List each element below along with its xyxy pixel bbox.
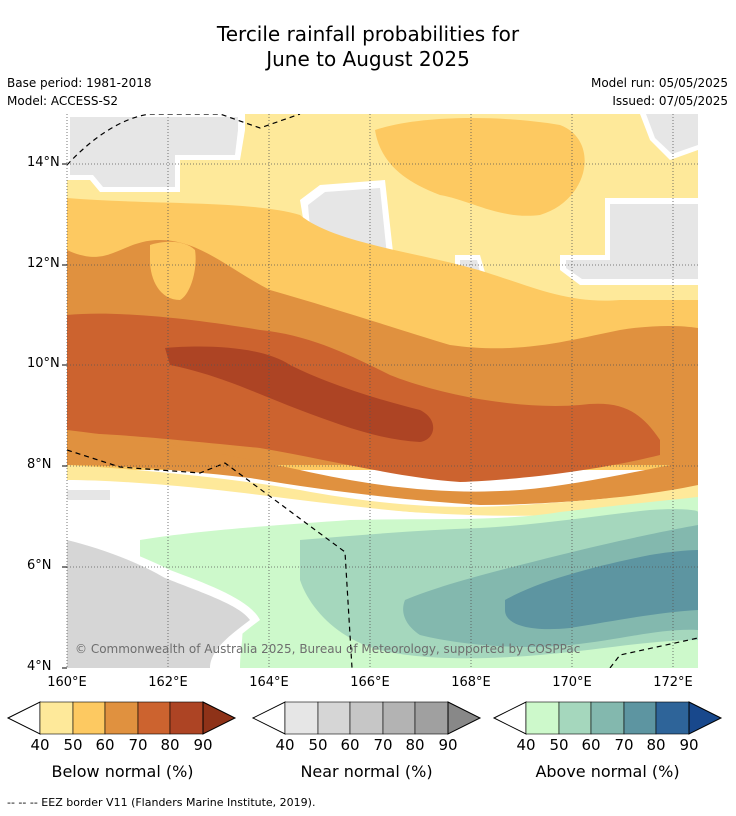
below-tick: 90 xyxy=(193,736,213,754)
near-normal-title: Near normal (%) xyxy=(300,762,433,781)
lon-label: 166°E xyxy=(350,675,390,690)
near-swatch-4 xyxy=(382,701,416,735)
below-swatch-4 xyxy=(137,701,171,735)
copyright-notice: © Commonwealth of Australia 2025, Bureau… xyxy=(75,642,581,656)
lat-label: 14°N xyxy=(27,155,60,170)
model-name: Model: ACCESS-S2 xyxy=(7,94,119,108)
lat-label: 4°N xyxy=(27,659,52,674)
eez-border-north xyxy=(67,114,301,166)
above-normal-title: Above normal (%) xyxy=(535,762,680,781)
lat-label: 10°N xyxy=(27,356,60,371)
gridlines xyxy=(66,114,698,668)
lon-label: 160°E xyxy=(47,675,87,690)
above-swatch-1 xyxy=(525,701,560,735)
near-swatch-5 xyxy=(414,701,449,735)
near-tick: 80 xyxy=(405,736,425,754)
below-60-south xyxy=(67,430,698,505)
near-tick: 60 xyxy=(340,736,360,754)
below-tick: 80 xyxy=(160,736,180,754)
near-tick: 90 xyxy=(438,736,458,754)
near-swatch-3 xyxy=(349,701,384,735)
map-fill xyxy=(67,114,698,668)
below-50-ne xyxy=(375,118,585,216)
above-tick: 70 xyxy=(614,736,634,754)
below-tick: 60 xyxy=(95,736,115,754)
lon-label: 162°E xyxy=(148,675,188,690)
below-swatch-3 xyxy=(104,701,139,735)
above-tick: 40 xyxy=(516,736,536,754)
colorbar-below xyxy=(6,701,237,735)
above-low-triangle xyxy=(492,701,527,735)
meta-right: Model run: 05/05/2025 Issued: 07/05/2025 xyxy=(591,74,728,110)
near-swatch-1 xyxy=(284,701,319,735)
lon-label: 170°E xyxy=(552,675,592,690)
above-high-triangle xyxy=(688,701,723,735)
above-70 xyxy=(505,550,698,630)
lon-label: 172°E xyxy=(653,675,693,690)
above-tick: 50 xyxy=(549,736,569,754)
map-title: Tercile rainfall probabilities for June … xyxy=(0,22,736,72)
title-line-1: Tercile rainfall probabilities for xyxy=(216,22,520,46)
lon-label: 164°E xyxy=(249,675,289,690)
title-line-2: June to August 2025 xyxy=(266,47,470,71)
above-swatch-5 xyxy=(655,701,690,735)
near-normal-sw-small xyxy=(67,490,110,500)
below-40-south xyxy=(67,465,698,520)
lat-label: 6°N xyxy=(27,558,52,573)
near-normal-east-inner xyxy=(566,204,698,279)
colorbar-near xyxy=(251,701,482,735)
below-80-core xyxy=(165,346,434,442)
below-swatch-2 xyxy=(72,701,106,735)
below-50-island xyxy=(150,241,196,300)
lon-label: 168°E xyxy=(451,675,491,690)
above-swatch-2 xyxy=(558,701,592,735)
below-tick: 70 xyxy=(128,736,148,754)
below-swatch-5 xyxy=(169,701,204,735)
near-normal-sw-inner xyxy=(67,540,250,668)
model-run: Model run: 05/05/2025 xyxy=(590,76,728,90)
meta-left: Base period: 1981-2018 Model: ACCESS-S2 xyxy=(7,74,152,110)
below-swatch-1 xyxy=(39,701,74,735)
below-tick: 50 xyxy=(63,736,83,754)
below-low-triangle xyxy=(6,701,41,735)
near-tick: 50 xyxy=(308,736,328,754)
above-tick: 80 xyxy=(646,736,666,754)
base-period: Base period: 1981-2018 xyxy=(7,76,152,90)
lat-label: 8°N xyxy=(27,457,52,472)
near-low-triangle xyxy=(251,701,286,735)
near-normal-ne-inner xyxy=(646,114,698,154)
near-tick: 40 xyxy=(275,736,295,754)
near-high-triangle xyxy=(447,701,482,735)
eez-border-south xyxy=(67,449,353,668)
below-tick: 40 xyxy=(30,736,50,754)
above-tick: 60 xyxy=(581,736,601,754)
below-normal-title: Below normal (%) xyxy=(51,762,194,781)
below-high-triangle xyxy=(202,701,237,735)
above-swatch-4 xyxy=(623,701,657,735)
near-tick: 70 xyxy=(373,736,393,754)
issued-date: Issued: 07/05/2025 xyxy=(612,94,728,108)
above-swatch-3 xyxy=(590,701,625,735)
lat-label: 12°N xyxy=(27,256,60,271)
above-tick: 90 xyxy=(679,736,699,754)
colorbar-above xyxy=(492,701,723,735)
ticks xyxy=(62,163,67,669)
near-swatch-2 xyxy=(317,701,351,735)
eez-footnote: -- -- -- EEZ border V11 (Flanders Marine… xyxy=(7,796,316,809)
near-normal-nw-inner xyxy=(70,117,238,187)
